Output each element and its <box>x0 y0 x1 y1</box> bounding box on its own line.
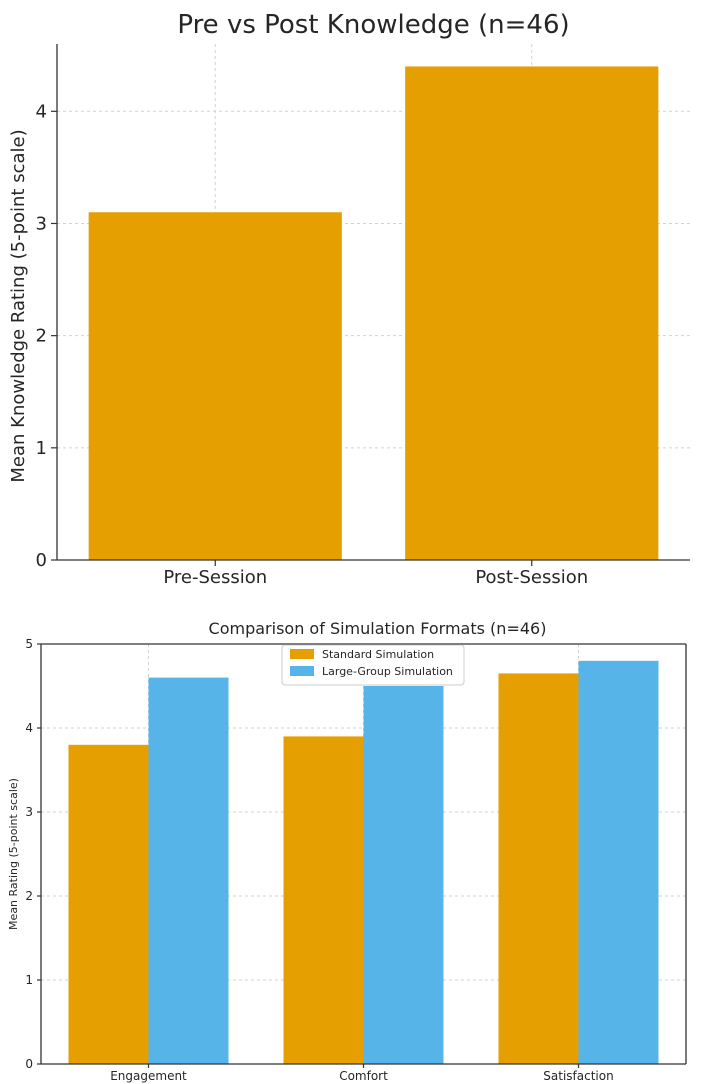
y-axis-label: Mean Knowledge Rating (5-point scale) <box>8 129 29 482</box>
legend-swatch-1 <box>290 649 314 659</box>
bar-satisfaction-series-1 <box>498 673 579 1064</box>
bar-engagement-series-1 <box>68 744 149 1064</box>
x-tick-label: Engagement <box>110 1069 187 1083</box>
y-tick-label: 2 <box>25 889 33 903</box>
y-tick-label: 4 <box>36 101 47 122</box>
chart-title: Pre vs Post Knowledge (n=46) <box>177 10 569 40</box>
legend-box <box>281 644 465 686</box>
y-tick-label: 3 <box>25 805 33 819</box>
legend: Standard Simulation Large-Group Simulatio… <box>281 644 465 686</box>
y-tick-label: 2 <box>36 326 47 347</box>
bar-post-session <box>405 66 659 560</box>
legend-swatch-2 <box>290 666 314 676</box>
bar-satisfaction-series-2 <box>578 660 659 1064</box>
y-axis-label: Mean Rating (5-point scale) <box>7 778 20 930</box>
x-tick-label: Satisfaction <box>543 1069 613 1083</box>
y-tick-label: 0 <box>36 550 47 571</box>
knowledge-chart: 0 1 2 3 4 Pre-Session Post-Session Pre vs Post … <box>8 10 690 588</box>
legend-label-2: Large-Group Simulation <box>322 665 453 678</box>
chart-title: Comparison of Simulation Formats (n=46) <box>209 619 547 638</box>
legend-label-1: Standard Simulation <box>322 648 434 661</box>
y-tick-label: 1 <box>36 438 47 459</box>
y-tick-label: 3 <box>36 213 47 234</box>
bar-engagement-series-2 <box>148 677 229 1064</box>
bar-pre-session <box>88 212 342 560</box>
y-tick-label: 4 <box>25 721 33 735</box>
bar-comfort-series-2 <box>363 686 444 1064</box>
x-tick-label: Pre-Session <box>163 567 267 588</box>
y-tick-label: 1 <box>25 973 33 987</box>
bar-comfort-series-1 <box>283 736 364 1064</box>
x-tick-label: Comfort <box>339 1069 388 1083</box>
y-tick-label: 5 <box>25 637 33 651</box>
x-tick-label: Post-Session <box>475 567 588 588</box>
y-tick-label: 0 <box>25 1057 33 1071</box>
formats-chart: 0 1 2 3 4 5 Engagement Comfort Satisfaction Compa… <box>7 619 687 1083</box>
